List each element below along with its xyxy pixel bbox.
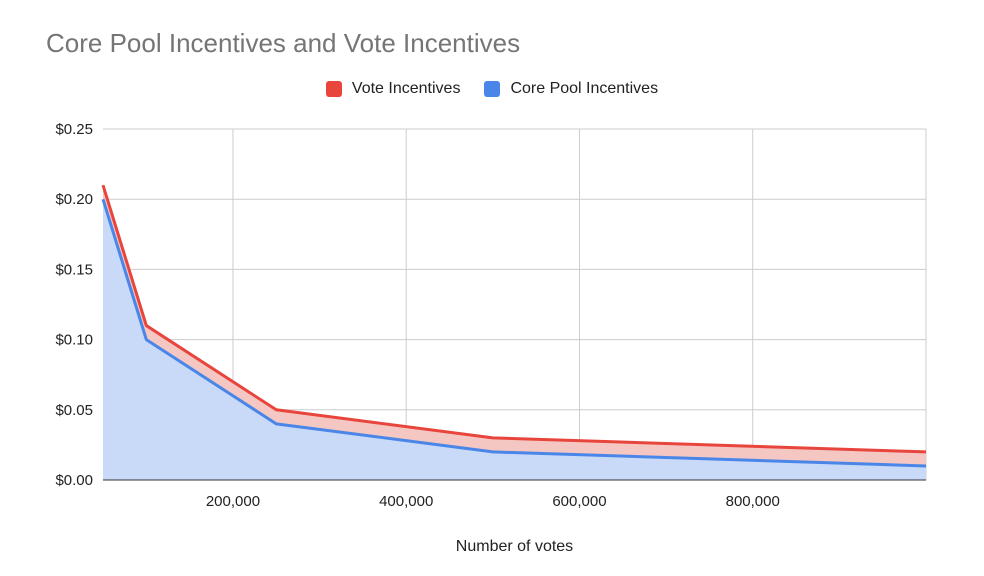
legend-label-vote-incentives: Vote Incentives bbox=[351, 80, 461, 97]
line-vote-incentives bbox=[101, 184, 927, 454]
x-tick-label: 200,000 bbox=[206, 493, 260, 510]
y-tick-label: $0.10 bbox=[55, 332, 93, 349]
legend-label-core-pool-incentives: Core Pool Incentives bbox=[510, 80, 659, 97]
y-tick-label: $0.00 bbox=[55, 472, 93, 489]
chart-title: Core Pool Incentives and Vote Incentives bbox=[46, 28, 521, 58]
legend-item-vote-incentives[interactable]: Vote Incentives bbox=[325, 80, 461, 98]
x-axis-title: Number of votes bbox=[456, 538, 573, 555]
x-tick-label: 400,000 bbox=[379, 493, 433, 510]
y-tick-label: $0.15 bbox=[55, 261, 93, 278]
line-core-pool-incentives bbox=[101, 198, 927, 468]
legend-swatch-core-pool-incentives bbox=[484, 81, 501, 97]
x-tick-label: 800,000 bbox=[726, 493, 780, 510]
y-tick-label: $0.05 bbox=[55, 402, 93, 419]
legend-item-core-pool-incentives[interactable]: Core Pool Incentives bbox=[484, 80, 658, 98]
x-tick-label: 600,000 bbox=[552, 493, 606, 510]
y-tick-label: $0.20 bbox=[55, 191, 93, 208]
legend-swatch-vote-incentives bbox=[325, 81, 342, 97]
area-core-pool-incentives bbox=[103, 199, 926, 480]
y-tick-label: $0.25 bbox=[55, 121, 93, 138]
legend: Vote Incentives Core Pool Incentives bbox=[0, 80, 984, 98]
